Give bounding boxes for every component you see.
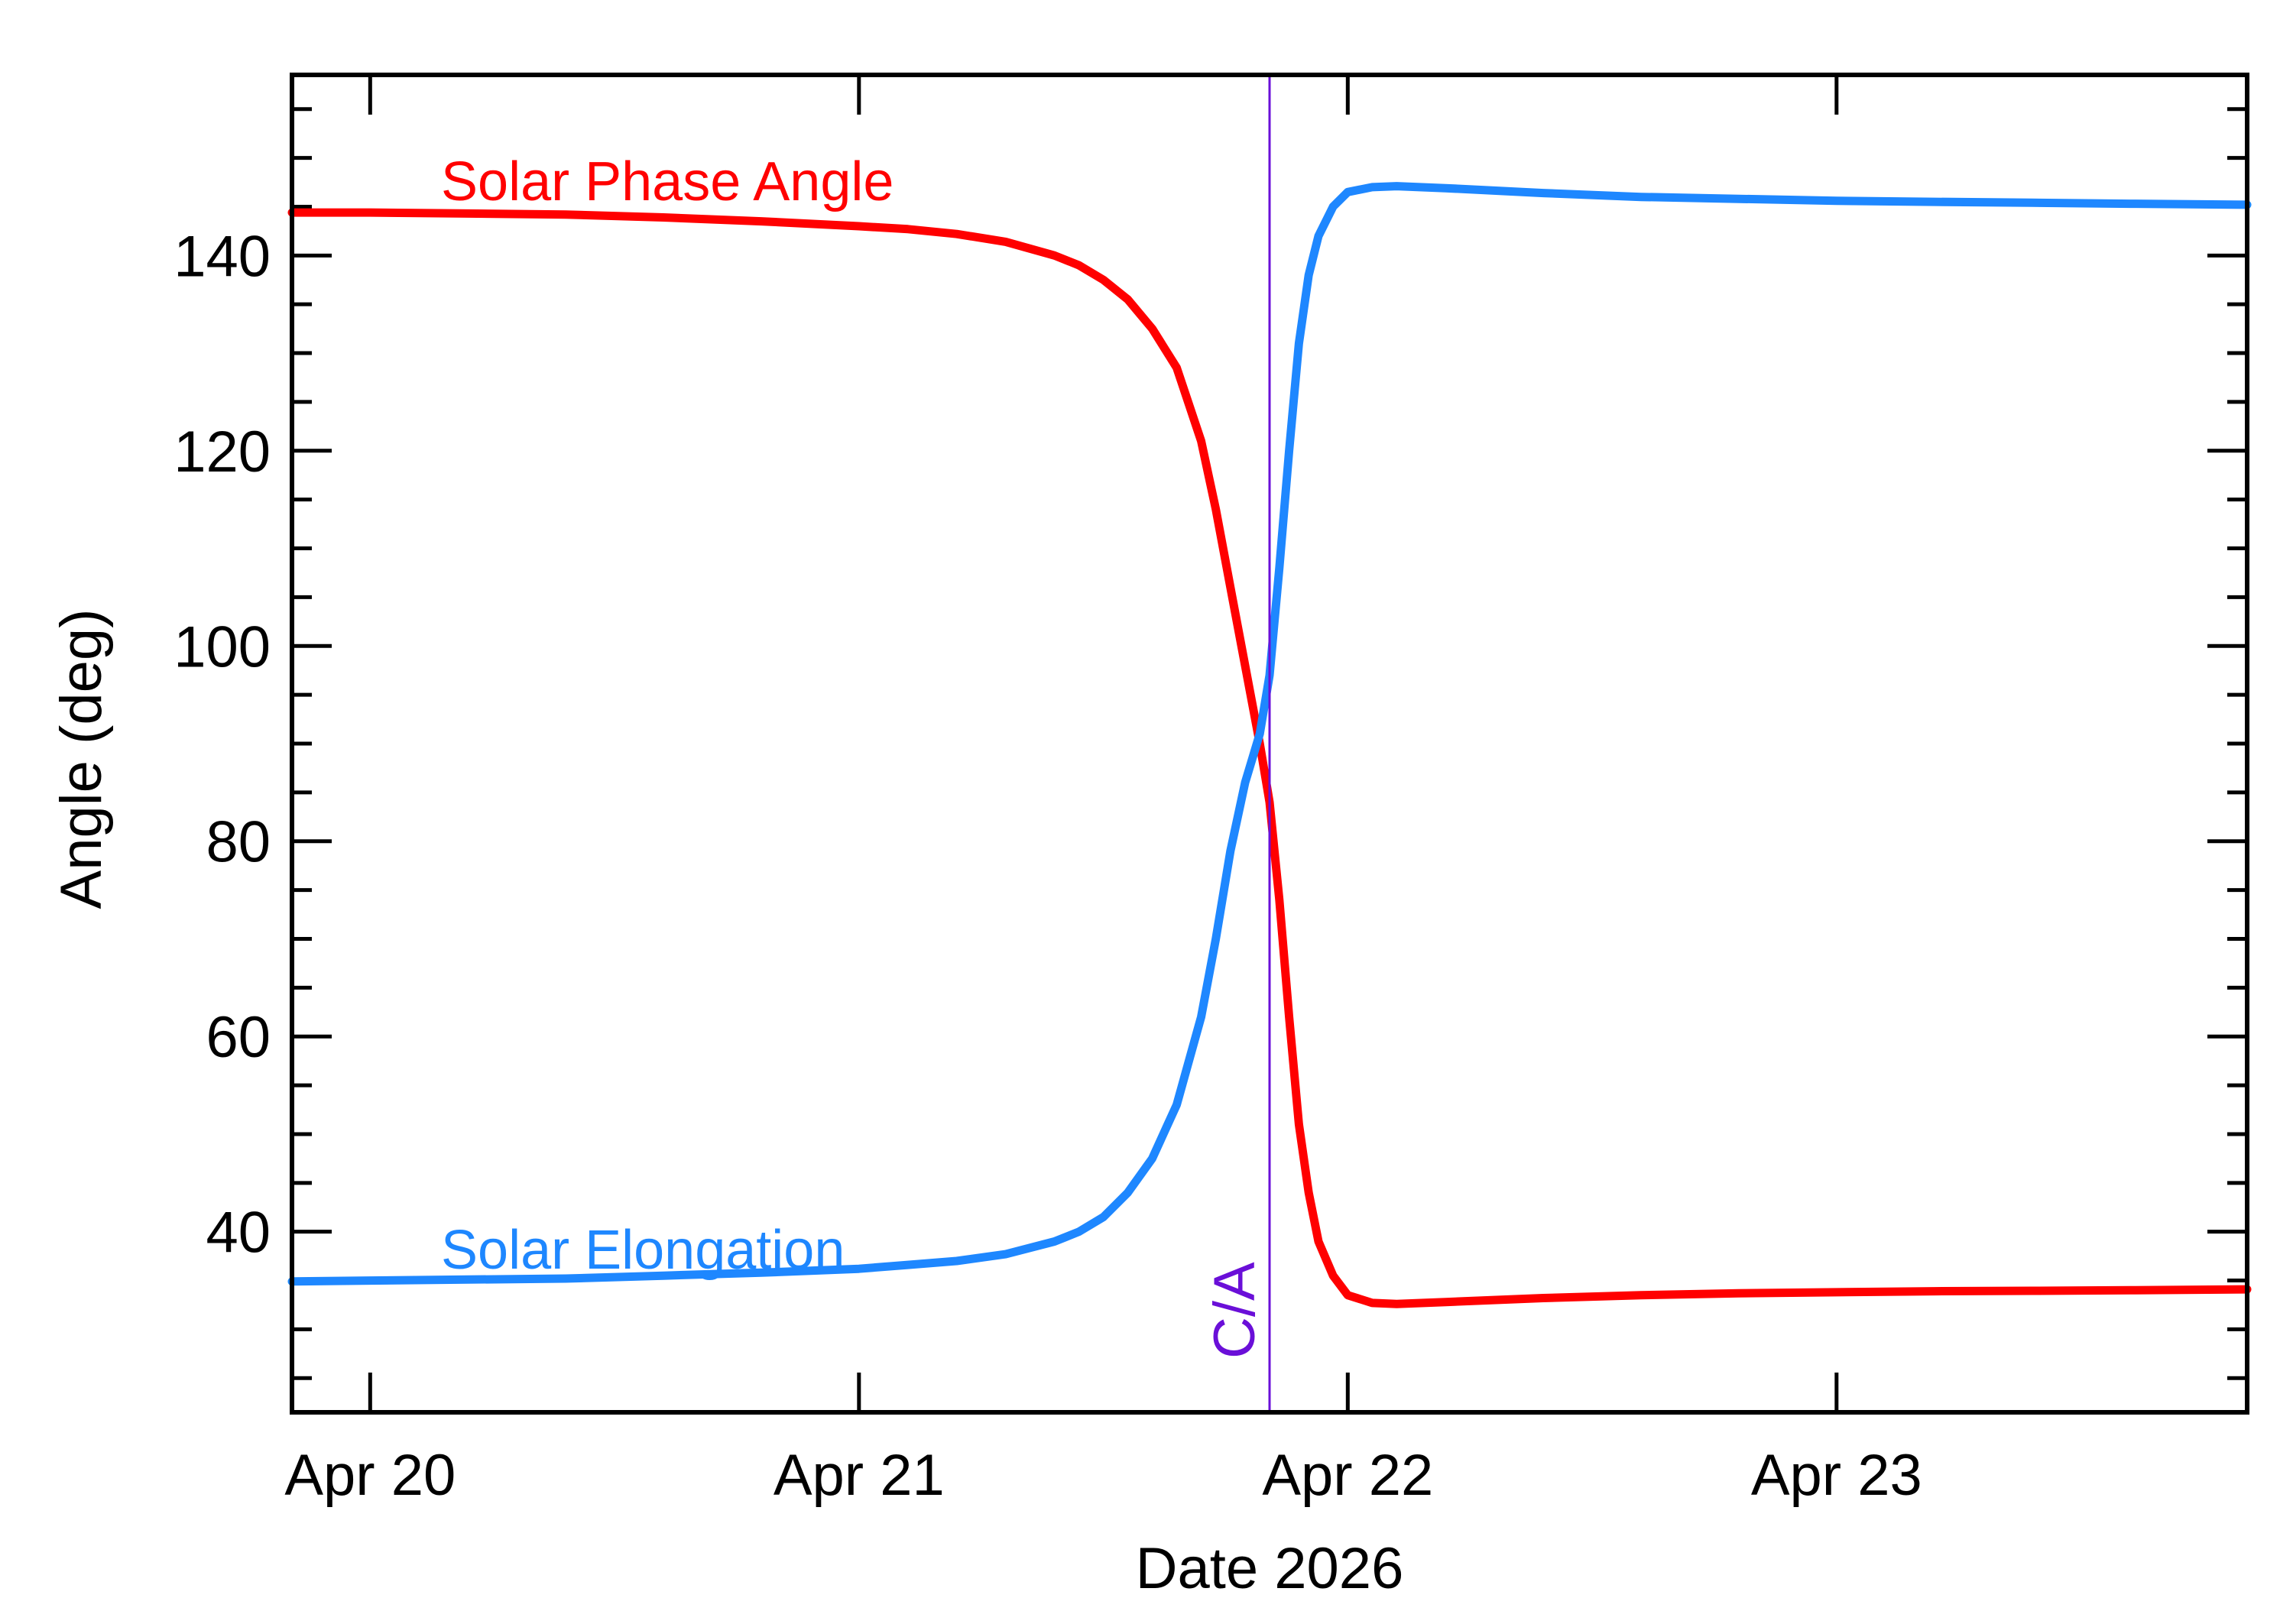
y-tick-label: 120 — [174, 420, 271, 485]
closest-approach-label: C/A — [1202, 1262, 1267, 1359]
plot-frame — [290, 73, 2249, 1415]
series-line-0 — [287, 208, 2252, 1308]
axis-ticks — [292, 75, 2247, 1412]
x-axis-label: Date 2026 — [1136, 1536, 1404, 1601]
annotations: C/A Solar Phase Angle Solar Elongation — [441, 75, 1271, 1412]
y-tick-label: 80 — [206, 810, 271, 875]
series-line-1 — [287, 182, 2252, 1286]
series-label-1: Solar Elongation — [441, 1220, 845, 1281]
series-lines — [287, 182, 2252, 1308]
x-tick-label: Apr 23 — [1751, 1443, 1922, 1508]
series-label-0: Solar Phase Angle — [441, 151, 894, 212]
y-tick-label: 100 — [174, 614, 271, 679]
y-tick-label: 140 — [174, 224, 271, 289]
x-tick-label: Apr 20 — [284, 1443, 456, 1508]
y-tick-label: 40 — [206, 1201, 271, 1266]
tick-labels: 40 60 80 100 120 140 Apr 20 Apr 21 Apr 22 Apr 23 — [174, 224, 1922, 1508]
x-tick-label: Apr 21 — [774, 1443, 945, 1508]
y-axis-label: Angle (deg) — [49, 609, 114, 909]
y-tick-label: 60 — [206, 1005, 271, 1070]
x-tick-label: Apr 22 — [1262, 1443, 1433, 1508]
